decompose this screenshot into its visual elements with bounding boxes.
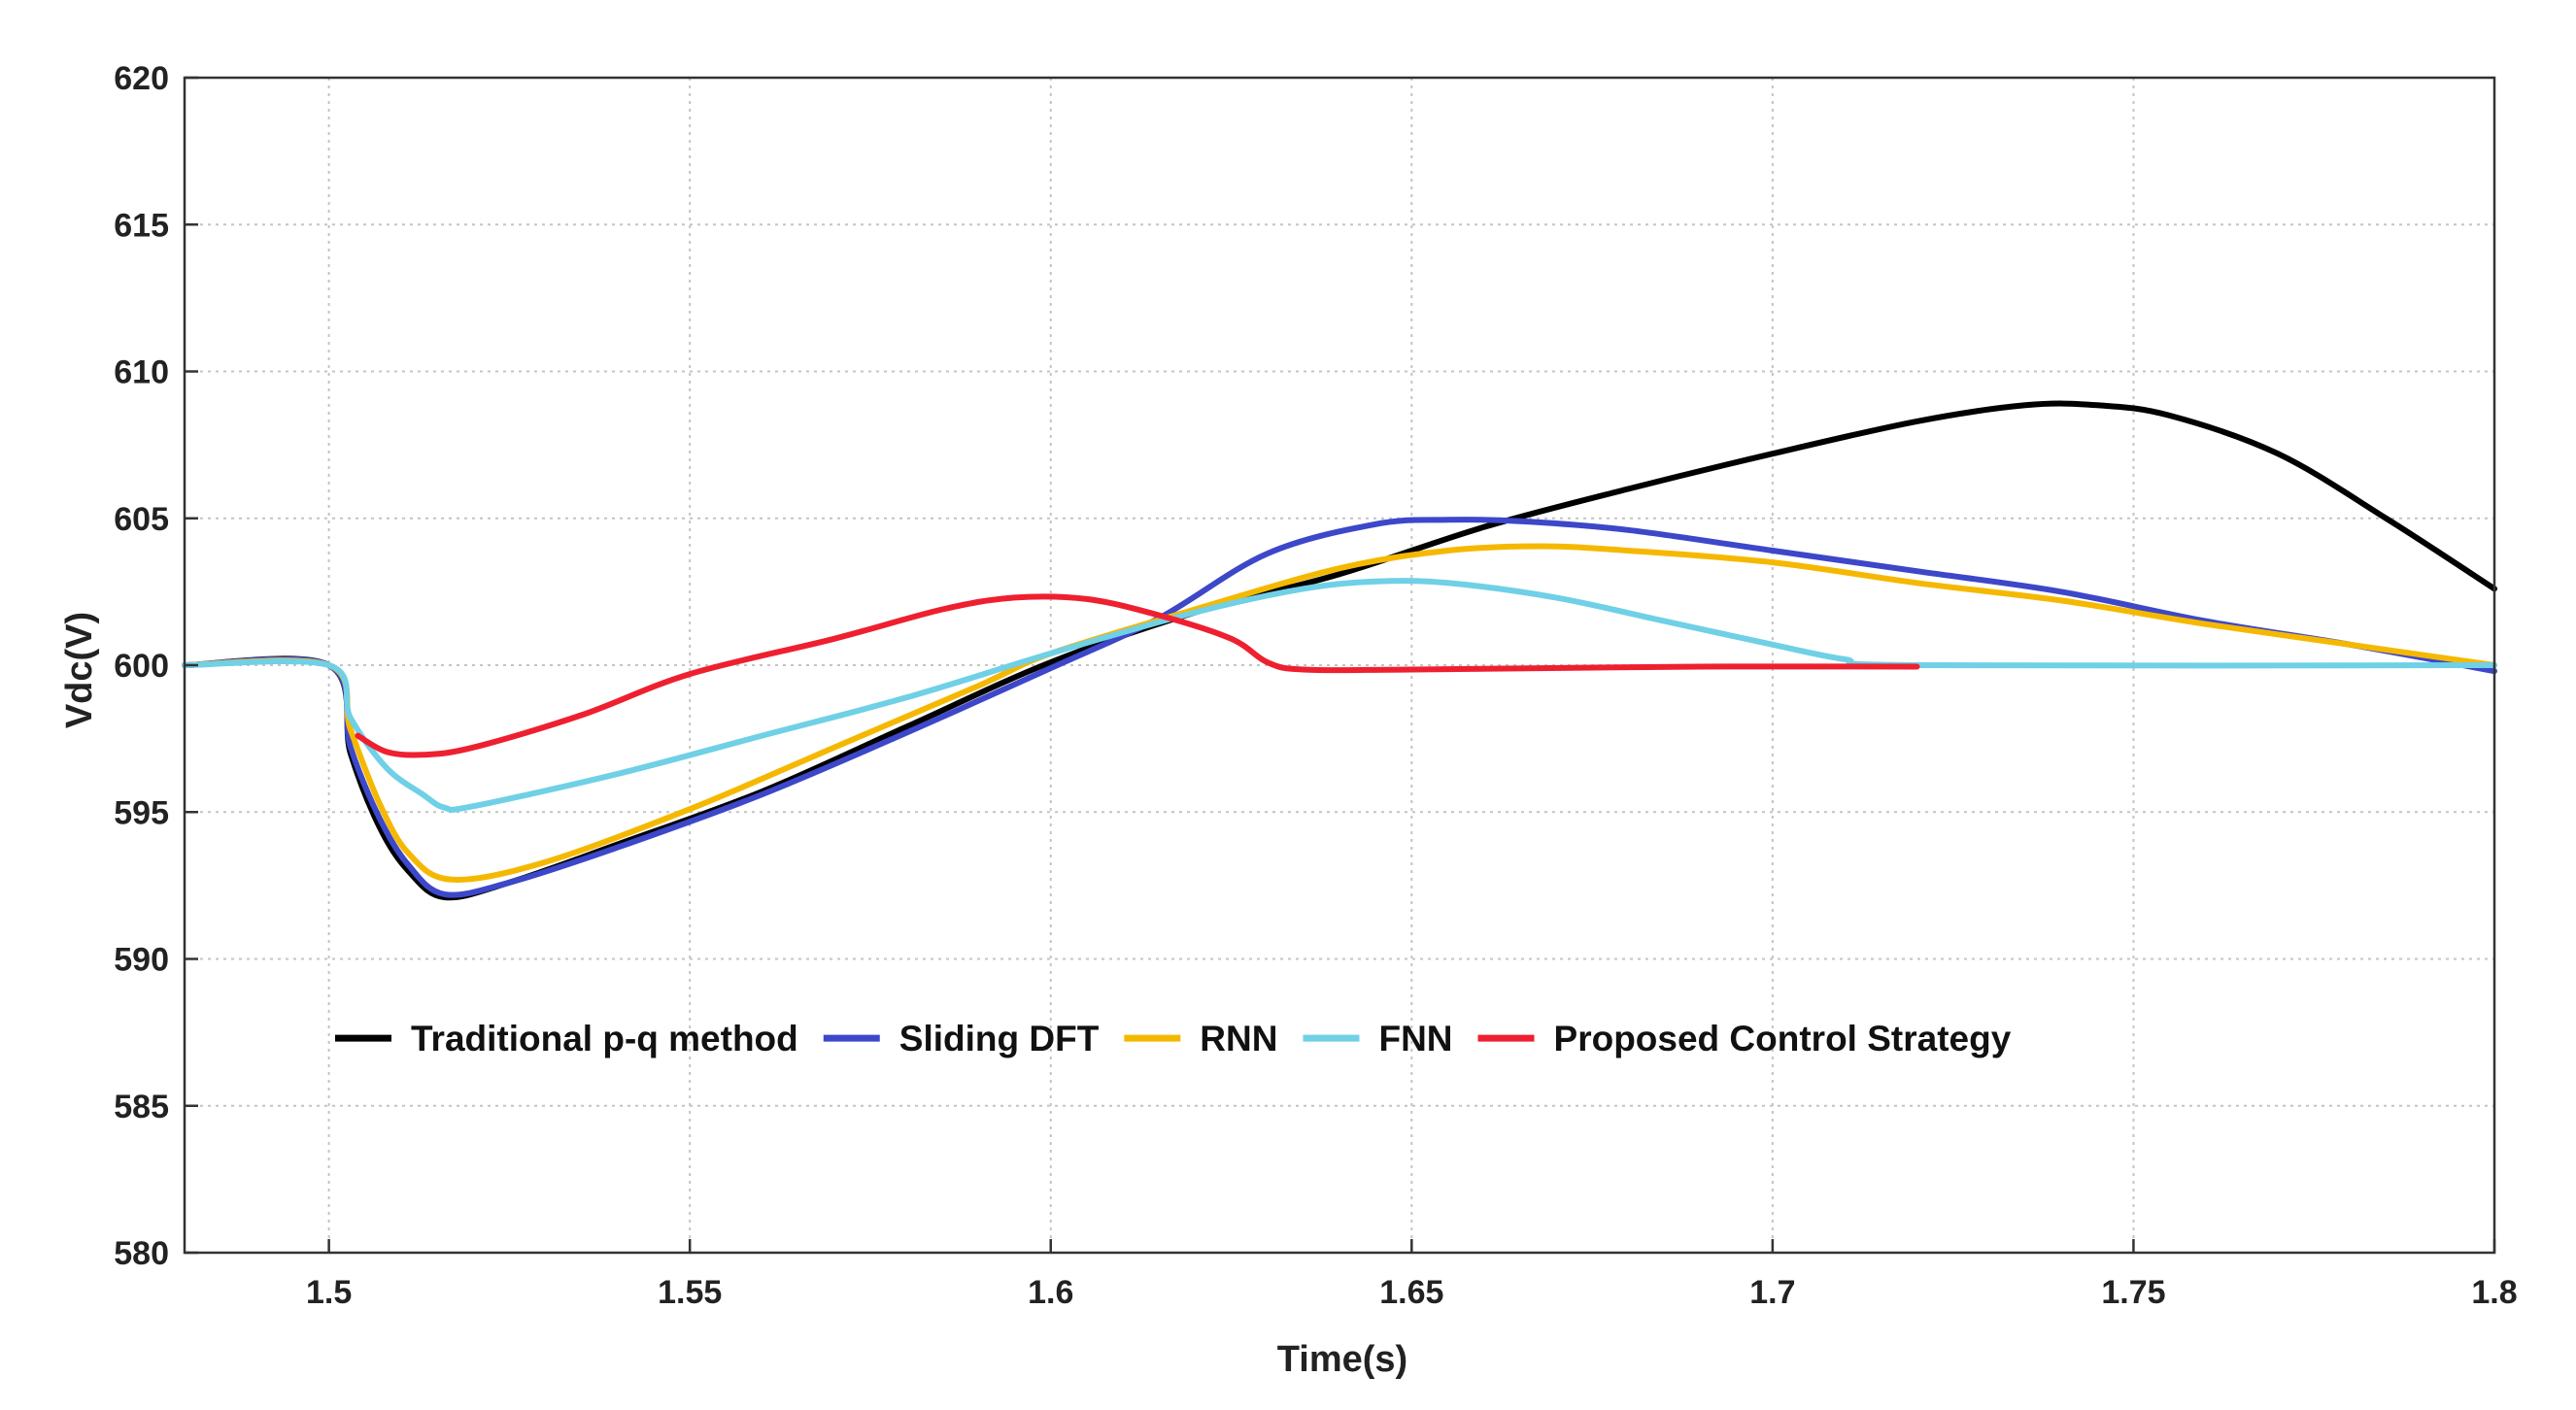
y-tick-label: 585 <box>114 1089 169 1125</box>
y-tick-label: 610 <box>114 354 169 391</box>
grid-lines <box>185 78 2494 1253</box>
x-tick-label: 1.8 <box>2471 1274 2517 1311</box>
series-line-rnn <box>182 543 2497 883</box>
y-tick-label: 595 <box>114 794 169 831</box>
legend-label-rnn: RNN <box>1200 1019 1277 1058</box>
data-series <box>182 400 2497 901</box>
y-tick-label: 620 <box>114 60 169 97</box>
legend-label-proposed-control-strategy: Proposed Control Strategy <box>1554 1019 2012 1058</box>
y-tick-label: 615 <box>114 207 169 244</box>
legend-label-traditional-p-q-method: Traditional p-q method <box>411 1019 798 1058</box>
x-axis-ticks: 1.5 1.55 1.6 1.65 1.7 1.75 1.8 <box>306 1239 2518 1311</box>
legend-label-sliding-dft: Sliding DFT <box>899 1019 1100 1058</box>
x-tick-label: 1.7 <box>1749 1274 1795 1311</box>
x-tick-label: 1.5 <box>306 1274 352 1311</box>
x-axis-title: Time(s) <box>1277 1339 1407 1380</box>
x-tick-label: 1.55 <box>658 1274 722 1311</box>
x-tick-label: 1.75 <box>2101 1274 2165 1311</box>
series-line-sliding-dft <box>182 517 2497 898</box>
y-axis-ticks: 580 585 590 595 600 605 610 615 620 <box>114 60 198 1272</box>
x-tick-label: 1.6 <box>1028 1274 1073 1311</box>
series-line-proposed-control-strategy <box>355 593 1920 758</box>
legend-label-fnn: FNN <box>1378 1019 1452 1058</box>
x-tick-label: 1.65 <box>1379 1274 1443 1311</box>
y-tick-label: 580 <box>114 1235 169 1272</box>
y-tick-label: 605 <box>114 501 169 538</box>
y-tick-label: 590 <box>114 942 169 979</box>
series-line-fnn <box>182 578 2497 813</box>
legend: Traditional p-q method Sliding DFT RNN FNN P… <box>335 1019 2012 1058</box>
y-axis-title: Vdc(V) <box>59 612 100 728</box>
y-tick-label: 600 <box>114 648 169 685</box>
